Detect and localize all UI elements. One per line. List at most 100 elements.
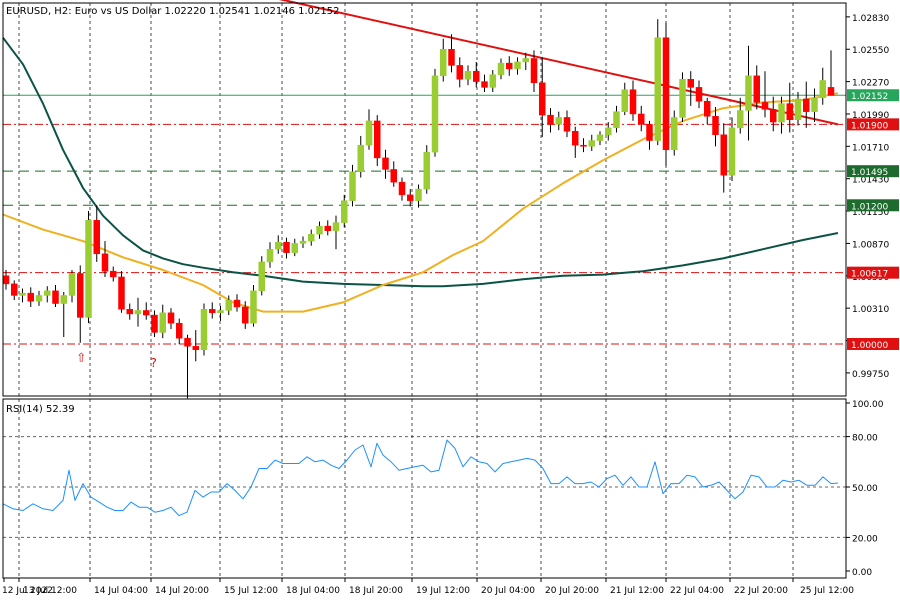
candle-body bbox=[357, 144, 364, 173]
candle-layer bbox=[2, 19, 835, 399]
time-tick-label: 12 Jul 2022 bbox=[2, 586, 53, 596]
rsi-tick-label: 0.00 bbox=[852, 568, 872, 578]
candle-body bbox=[489, 74, 496, 88]
candle-body bbox=[704, 101, 711, 117]
candle-body bbox=[803, 98, 810, 112]
candle-body bbox=[176, 322, 183, 339]
slow-moving-average-line bbox=[2, 37, 839, 288]
candle-body bbox=[35, 295, 43, 302]
time-tick-label: 20 Jul 04:00 bbox=[481, 586, 535, 596]
candle-body bbox=[126, 309, 133, 315]
time-tick-label: 14 Jul 04:00 bbox=[94, 586, 148, 596]
candle-body bbox=[242, 306, 249, 324]
rsi-tick-label: 80.00 bbox=[852, 434, 878, 444]
candle-body bbox=[481, 81, 488, 88]
candle-body bbox=[547, 114, 554, 125]
candle-body bbox=[588, 140, 595, 147]
price-tick-label: 1.01710 bbox=[852, 143, 889, 153]
candle-body bbox=[283, 242, 290, 253]
candle-body bbox=[85, 220, 92, 318]
candle-body bbox=[629, 89, 637, 115]
candle-body bbox=[497, 62, 505, 75]
rsi-layer bbox=[2, 436, 846, 538]
candle-body bbox=[316, 225, 323, 235]
candle-body bbox=[44, 290, 51, 296]
level-price-tag bbox=[847, 118, 899, 131]
candle-body bbox=[662, 37, 670, 151]
candle-body bbox=[11, 283, 18, 296]
candle-body bbox=[786, 103, 793, 120]
candle-body bbox=[621, 89, 628, 112]
fast-moving-average-line bbox=[2, 92, 839, 313]
time-tick-label: 15 Jul 12:00 bbox=[224, 586, 278, 596]
time-tick-label: 22 Jul 04:00 bbox=[670, 586, 724, 596]
rsi-tick-label: 100.00 bbox=[852, 400, 884, 410]
candle-body bbox=[77, 273, 84, 318]
candle-body bbox=[514, 61, 521, 70]
candle-body bbox=[654, 37, 661, 141]
current-price-label: 1.02152 bbox=[851, 92, 888, 102]
candle-body bbox=[19, 292, 26, 296]
candle-body bbox=[390, 169, 397, 183]
annotation-layer: ⇧? bbox=[76, 350, 157, 370]
candle-body bbox=[473, 70, 480, 82]
candle-body bbox=[341, 200, 348, 223]
candle-body bbox=[555, 117, 562, 125]
chart-header: EURUSD, H2: Euro vs US Dollar 1.02220 1.… bbox=[6, 6, 339, 17]
price-tick-label: 1.00310 bbox=[852, 305, 889, 315]
current-price-tag bbox=[847, 89, 899, 102]
candle-body bbox=[266, 248, 274, 263]
candle-body bbox=[233, 299, 241, 308]
candle-body bbox=[638, 113, 645, 125]
moving-average-layer bbox=[2, 0, 839, 313]
candle-body bbox=[291, 243, 298, 253]
candle-body bbox=[440, 48, 447, 77]
time-tick-label: 13 Jul 12:00 bbox=[23, 586, 77, 596]
candle-body bbox=[209, 309, 216, 314]
candle-body bbox=[143, 310, 150, 316]
candle-body bbox=[737, 110, 744, 129]
rsi-title: RSI(14) 52.39 bbox=[6, 404, 75, 415]
time-tick-label: 14 Jul 20:00 bbox=[155, 586, 209, 596]
level-price-label: 1.01200 bbox=[851, 202, 888, 212]
candle-body bbox=[415, 188, 422, 201]
price-tick-label: 1.02270 bbox=[852, 79, 889, 89]
price-tick-label: 0.99750 bbox=[852, 370, 889, 380]
level-price-tag bbox=[847, 165, 899, 178]
candle-body bbox=[110, 270, 117, 278]
candle-body bbox=[539, 82, 546, 116]
candle-body bbox=[407, 194, 414, 201]
candle-body bbox=[258, 261, 265, 292]
candle-body bbox=[27, 292, 34, 302]
main-panel-frame bbox=[2, 2, 847, 397]
candle-body bbox=[431, 75, 439, 153]
candle-body bbox=[118, 276, 125, 310]
level-price-tag bbox=[847, 199, 899, 212]
candle-body bbox=[530, 58, 538, 84]
candle-body bbox=[522, 58, 529, 63]
candle-body bbox=[101, 253, 109, 272]
candle-body bbox=[761, 102, 769, 110]
candle-body bbox=[217, 310, 224, 314]
candle-body bbox=[382, 157, 389, 170]
price-tick-label: 1.01430 bbox=[852, 176, 889, 186]
price-tick-label: 1.01990 bbox=[852, 111, 889, 121]
rsi-tick-label: 20.00 bbox=[852, 534, 878, 544]
rsi-line bbox=[2, 439, 839, 517]
frame-layer bbox=[2, 2, 847, 579]
price-tick-label: 1.00870 bbox=[852, 240, 889, 250]
level-price-tag bbox=[847, 266, 899, 279]
candle-body bbox=[68, 273, 76, 296]
time-tick-label: 20 Jul 20:00 bbox=[545, 586, 599, 596]
candle-body bbox=[712, 116, 719, 136]
candle-body bbox=[770, 109, 777, 123]
candle-body bbox=[151, 314, 158, 333]
candle-body bbox=[374, 120, 381, 159]
candle-body bbox=[308, 233, 315, 242]
level-price-label: 1.01495 bbox=[851, 168, 888, 178]
candle-body bbox=[811, 97, 818, 112]
candle-body bbox=[613, 111, 620, 129]
time-tick-label: 25 Jul 12:00 bbox=[800, 586, 854, 596]
